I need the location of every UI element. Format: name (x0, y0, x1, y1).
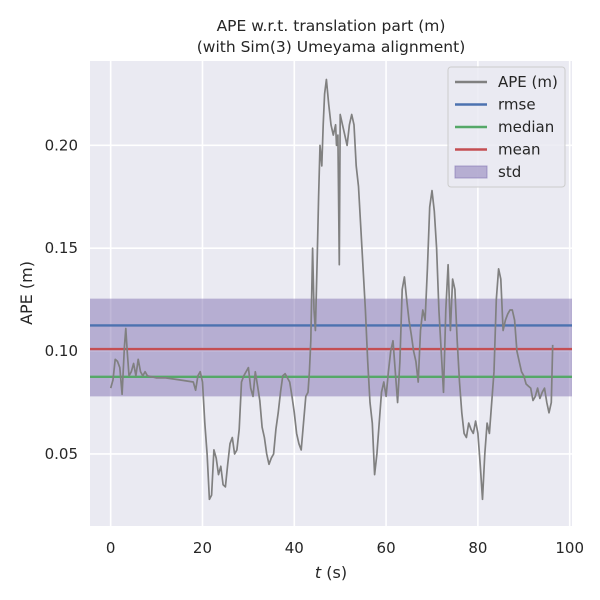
legend: APE (m) rmse median mean std (447, 66, 566, 188)
x-tick-label-2: 40 (285, 539, 304, 557)
y-tick-label-0: 0.05 (45, 445, 78, 463)
chart-title-line-2: (with Sim(3) Umeyama alignment) (197, 38, 466, 56)
y-axis-ticks: 0.05 0.10 0.15 0.20 (45, 136, 78, 463)
legend-label-rmse: rmse (498, 96, 536, 114)
y-tick-label-2: 0.15 (45, 239, 78, 257)
ape-series-line (109, 78, 554, 501)
x-axis-ticks: 0 20 40 60 80 100 (106, 539, 584, 557)
legend-swatch-std (454, 165, 488, 179)
x-tick-label-5: 100 (555, 539, 584, 557)
legend-box (447, 66, 566, 188)
x-axis-label: t (s) (315, 563, 347, 582)
legend-label-median: median (498, 118, 554, 136)
legend-label-mean: mean (498, 141, 541, 159)
legend-label-ape-m: APE (m) (498, 73, 558, 91)
y-tick-label-3: 0.20 (45, 136, 78, 154)
x-tick-label-3: 60 (377, 539, 396, 557)
std-band (90, 298, 572, 397)
chart-title-line-1: APE w.r.t. translation part (m) (217, 17, 446, 35)
x-tick-label-0: 0 (106, 539, 116, 557)
y-axis-label: APE (m) (17, 261, 36, 325)
legend-label-std: std (498, 163, 521, 181)
x-tick-label-4: 80 (468, 539, 487, 557)
x-tick-label-1: 20 (193, 539, 212, 557)
y-tick-label-1: 0.10 (45, 342, 78, 360)
